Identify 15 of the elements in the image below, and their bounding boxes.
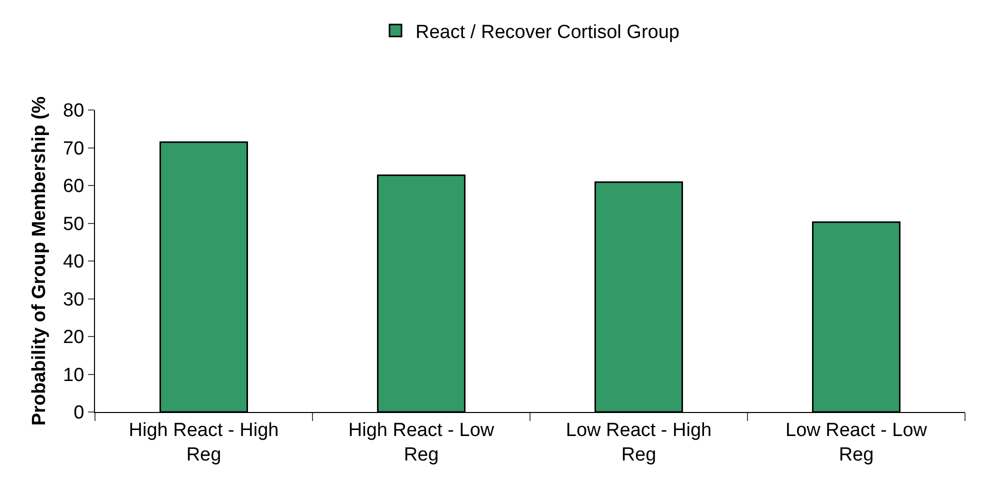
x-tick-label: High React - High Reg — [128, 420, 279, 466]
x-tick-label: Low React - High Reg — [566, 420, 712, 466]
y-tick-label: 10 — [63, 364, 84, 386]
y-tick-label: 30 — [63, 289, 84, 310]
y-tick-label: 40 — [63, 252, 84, 273]
x-tick-label: Low React - Low Reg — [785, 420, 928, 466]
y-axis-title: Probability of Group Membership (% — [28, 96, 50, 426]
y-tick-label: 60 — [63, 176, 84, 198]
legend-label: React / Recover Cortisol Group — [416, 22, 680, 43]
y-tick-label: 50 — [63, 214, 84, 235]
y-tick-label: 70 — [63, 138, 84, 160]
y-tick-label: 20 — [63, 327, 84, 348]
y-tick-label: 0 — [74, 402, 84, 424]
x-tick-label: High React - Low Reg — [348, 420, 494, 466]
y-tick-label: 80 — [63, 100, 84, 122]
